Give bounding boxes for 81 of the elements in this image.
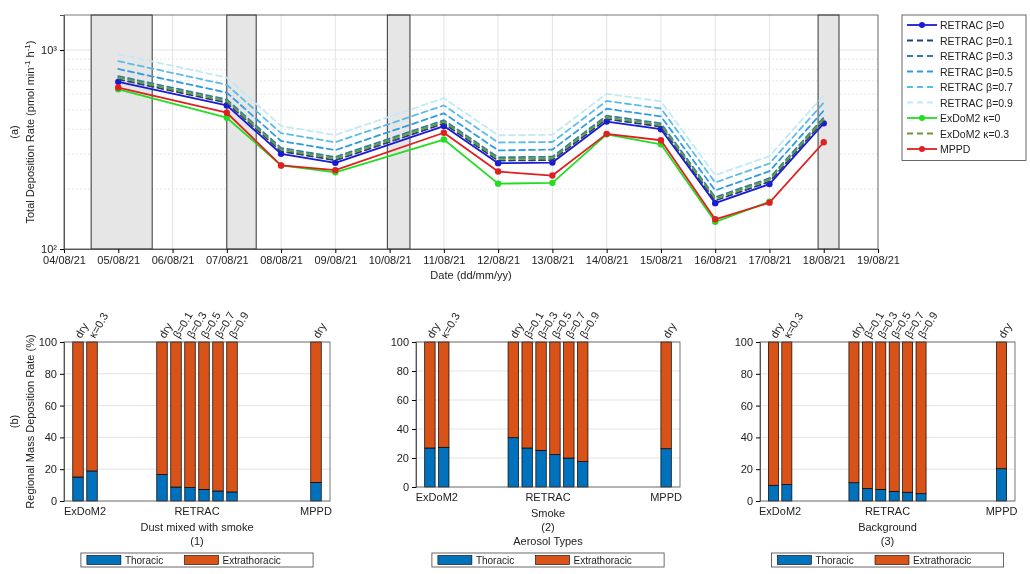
legend-label: RETRAC β=0 <box>940 19 1005 31</box>
x-tick-label: 06/08/21 <box>151 253 195 266</box>
x-tick-label: 05/08/21 <box>97 253 141 266</box>
x-tick-label: 09/08/21 <box>314 253 358 266</box>
text: MPPD <box>650 491 683 503</box>
y-tick-label: 60 <box>740 399 753 412</box>
point <box>820 139 827 146</box>
y-tick-label: 100 <box>734 336 753 349</box>
legend-label: Thoracic <box>124 555 164 566</box>
x-tick-label: dry <box>72 320 91 340</box>
y-tick-label: 20 <box>44 463 57 476</box>
y-tick-label: 60 <box>396 394 409 407</box>
text: ExDoM2 <box>415 491 458 503</box>
text: RETRAC <box>864 505 911 517</box>
text: MPPD <box>985 505 1018 517</box>
legend-label: RETRAC β=0.1 <box>940 34 1014 47</box>
y-tick-label: 20 <box>396 452 409 465</box>
legend-label: RETRAC β=0.9 <box>940 96 1014 109</box>
y-tick-label: 40 <box>44 431 57 444</box>
x-axis-title: Smoke (2) Aerosol Types <box>513 507 584 547</box>
y-tick-label: 80 <box>44 367 57 380</box>
legend-label: Extrathoracic <box>573 555 632 566</box>
legend-label: Extrathoracic <box>222 555 281 566</box>
legend-label: Extrathoracic <box>913 555 972 566</box>
point <box>440 129 448 136</box>
x-tick-label: 04/08/21 <box>43 253 86 266</box>
text: RETRAC <box>525 491 571 503</box>
y-tick-label: 40 <box>740 431 753 444</box>
x-tick-label: 08/08/21 <box>260 253 303 266</box>
text: RETRAC <box>174 505 220 517</box>
x-tick-label: dry <box>424 320 443 340</box>
y-tick-label: 80 <box>396 365 409 378</box>
y-tick-label: 10² <box>41 243 58 256</box>
x-tick-label: 17/08/21 <box>748 253 792 266</box>
text: ExDoM2 <box>63 505 107 517</box>
point <box>549 179 556 187</box>
y-tick-label: 0 <box>50 495 57 508</box>
legend-label: RETRAC β=0.5 <box>940 65 1014 78</box>
x-tick-label: 10/08/21 <box>368 253 412 266</box>
y-tick-label: 100 <box>38 336 57 349</box>
y-tick-label: 20 <box>740 463 753 476</box>
x-tick-label: 18/08/21 <box>802 253 846 266</box>
x-axis-title: Date (dd/mm/yy) <box>430 269 512 281</box>
x-tick-label: 11/08/21 <box>423 253 466 266</box>
point <box>440 136 448 143</box>
text: ExDoM2 <box>759 505 802 517</box>
x-axis-title: Dust mixed with smoke (1) <box>140 521 254 547</box>
point <box>332 159 339 167</box>
legend-label: Thoracic <box>475 555 515 566</box>
y-tick-label: 0 <box>746 495 753 508</box>
point <box>657 137 665 144</box>
legend-label: ExDoM2 κ=0 <box>940 112 1001 124</box>
y-tick-label: 80 <box>740 367 753 380</box>
legend-label: RETRAC β=0.7 <box>940 81 1014 93</box>
x-tick-label: 13/08/21 <box>531 253 575 266</box>
y-axis-title: (b) Regional Mass Deposition Rate (%) <box>8 334 36 509</box>
point <box>494 168 502 175</box>
x-tick-label: dry <box>310 320 329 340</box>
y-tick-label: 100 <box>390 336 409 349</box>
x-tick-label: dry <box>995 320 1015 340</box>
point <box>494 180 502 187</box>
x-tick-label: 19/08/21 <box>857 253 900 266</box>
y-tick-label: 10³ <box>41 44 58 57</box>
x-tick-label: 15/08/21 <box>640 253 683 266</box>
x-tick-label: 12/08/21 <box>477 253 521 266</box>
legend-label: Thoracic <box>815 555 854 566</box>
x-tick-label: 07/08/21 <box>205 253 249 266</box>
point <box>712 199 719 207</box>
x-tick-label: 16/08/21 <box>694 253 738 266</box>
x-tick-label: 14/08/21 <box>585 253 629 266</box>
point <box>549 172 556 179</box>
y-tick-label: 0 <box>402 481 409 494</box>
x-tick-label: dry <box>660 320 679 340</box>
x-axis-title: Background (3) <box>858 521 917 547</box>
point <box>223 109 230 116</box>
y-tick-label: 40 <box>396 423 409 436</box>
legend-label: MPPD <box>940 143 971 155</box>
legend-label: RETRAC β=0.3 <box>940 50 1014 62</box>
y-tick-label: 60 <box>44 399 57 412</box>
text: MPPD <box>300 505 332 517</box>
legend-label: ExDoM2 κ=0.3 <box>940 127 1010 140</box>
